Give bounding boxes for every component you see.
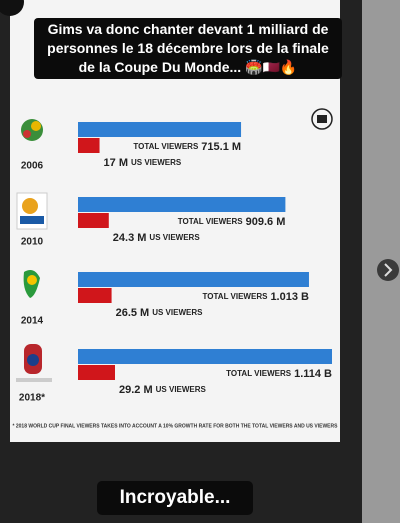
series-name: TOTAL VIEWERS bbox=[203, 292, 269, 301]
value-label: TOTAL VIEWERS 715.1 M bbox=[133, 141, 241, 153]
bar bbox=[78, 288, 112, 303]
logo-2006 bbox=[21, 119, 43, 141]
logo-badge bbox=[311, 108, 333, 130]
value-label: 29.2 M US VIEWERS bbox=[119, 384, 207, 396]
series-name: TOTAL VIEWERS bbox=[133, 142, 199, 151]
value-text: 26.5 M bbox=[116, 307, 150, 319]
year-label: 2006 bbox=[21, 161, 44, 172]
avatar bbox=[0, 0, 24, 16]
value-label: 26.5 M US VIEWERS bbox=[116, 307, 204, 319]
series-name: TOTAL VIEWERS bbox=[178, 217, 244, 226]
bar bbox=[78, 349, 332, 364]
logo-badge-icon bbox=[317, 115, 327, 123]
value-text: 1.114 B bbox=[294, 368, 332, 380]
series-name: US VIEWERS bbox=[149, 233, 200, 242]
logo-2018 bbox=[16, 344, 52, 382]
series-name: US VIEWERS bbox=[156, 385, 207, 394]
series-name: TOTAL VIEWERS bbox=[226, 369, 292, 378]
value-text: 24.3 M bbox=[113, 232, 147, 244]
value-text: 715.1 M bbox=[201, 141, 241, 153]
bar bbox=[78, 122, 242, 137]
value-label: TOTAL VIEWERS 1.013 B bbox=[203, 291, 309, 303]
value-label: 17 M US VIEWERS bbox=[104, 157, 182, 169]
value-label: TOTAL VIEWERS 909.6 M bbox=[178, 216, 286, 228]
overlay-text: Incroyable... bbox=[97, 481, 253, 515]
series-name: US VIEWERS bbox=[152, 308, 203, 317]
year-label: 2014 bbox=[21, 316, 44, 327]
value-label: 24.3 M US VIEWERS bbox=[113, 232, 201, 244]
bar bbox=[78, 272, 309, 287]
footnote: * 2018 WORLD CUP FINAL VIEWERS TAKES INT… bbox=[13, 423, 339, 429]
bar bbox=[78, 213, 109, 228]
value-text: 909.6 M bbox=[246, 216, 286, 228]
logo-2014 bbox=[23, 270, 40, 298]
value-text: 29.2 M bbox=[119, 384, 153, 396]
next-arrow bbox=[384, 263, 393, 277]
value-text: 1.013 B bbox=[270, 291, 309, 303]
logo-2010 bbox=[16, 192, 48, 230]
value-text: 17 M bbox=[104, 157, 128, 169]
bar bbox=[78, 138, 100, 153]
year-label: 2018* bbox=[19, 393, 45, 404]
caption: Gims va donc chanter devant 1 milliard d… bbox=[34, 18, 342, 79]
bar bbox=[78, 365, 115, 380]
year-label: 2010 bbox=[21, 237, 44, 248]
value-label: TOTAL VIEWERS 1.114 B bbox=[226, 368, 332, 380]
series-name: US VIEWERS bbox=[131, 158, 182, 167]
next-button[interactable] bbox=[377, 259, 399, 281]
bar bbox=[78, 197, 286, 212]
